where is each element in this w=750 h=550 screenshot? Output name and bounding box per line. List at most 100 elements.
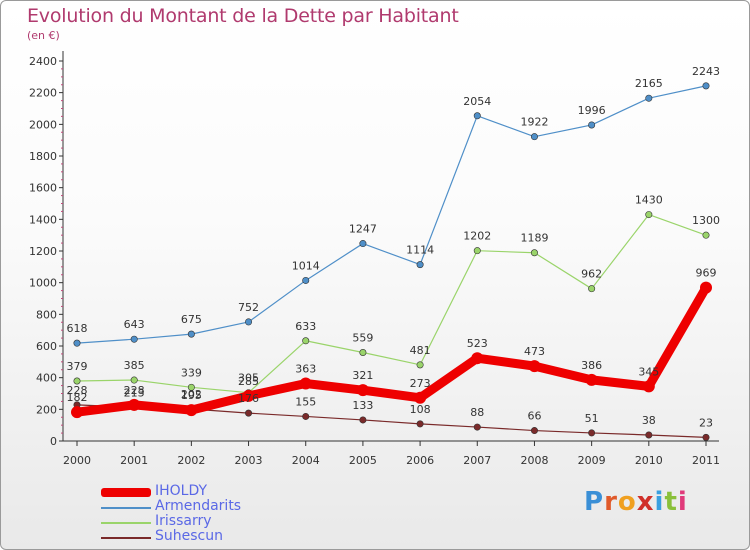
x-tick-label: 2002 [177,454,205,467]
data-point [71,406,83,419]
data-point [185,404,198,417]
legend-swatch [101,488,151,497]
data-label: 108 [410,403,431,416]
data-point [473,423,481,431]
x-tick-label: 2011 [692,454,720,467]
brand-letter: t [664,487,678,517]
data-label: 618 [67,322,88,335]
data-label: 633 [295,320,316,333]
data-label: 38 [642,414,656,427]
brand-letter: o [617,487,637,517]
x-tick-label: 2001 [120,454,148,467]
data-label: 2165 [635,77,663,90]
data-point [645,211,653,219]
legend-swatch [101,537,151,539]
data-label: 1189 [520,232,548,245]
data-label: 2243 [692,65,720,78]
data-label: 339 [181,366,202,379]
data-label: 345 [638,365,659,378]
data-label: 228 [124,384,145,397]
data-label: 752 [238,301,259,314]
data-label: 155 [295,395,316,408]
data-point [302,337,310,345]
data-label: 386 [581,359,602,372]
data-label: 1300 [692,214,720,227]
data-label: 473 [524,345,545,358]
data-point [416,361,424,369]
data-label: 1430 [635,194,663,207]
y-tick-label: 1400 [29,213,57,226]
data-point [700,281,712,294]
data-point [302,412,310,420]
data-label: 2054 [463,95,491,108]
data-point [645,431,653,439]
data-label: 559 [352,331,373,344]
data-point [245,409,253,417]
data-point [416,420,424,428]
data-label: 88 [470,406,484,419]
x-tick-label: 2007 [463,454,491,467]
data-point [73,339,81,347]
legend-label: IHOLDY [155,483,208,499]
data-label: 285 [238,375,259,388]
data-point [359,416,367,424]
data-label: 523 [467,337,488,350]
x-tick-label: 2004 [292,454,320,467]
data-point [128,398,141,411]
data-label: 195 [181,389,202,402]
data-point [588,121,596,129]
data-point [414,391,427,404]
data-label: 305 [238,372,259,385]
x-tick-label: 2006 [406,454,434,467]
x-tick-label: 2008 [520,454,548,467]
y-tick-label: 1000 [29,277,57,290]
data-label: 1014 [292,259,320,272]
data-point [359,348,367,356]
data-point [642,380,655,393]
data-point [187,383,195,391]
data-point [302,276,310,284]
y-tick-label: 1200 [29,245,57,258]
data-point [416,261,424,269]
data-label: 23 [699,416,713,429]
legend-label: Armendarits [155,498,242,514]
proxiti-logo: Proxiti [584,487,688,517]
brand-letter: P [584,487,605,517]
data-point [585,373,598,386]
y-tick-label: 1800 [29,150,57,163]
data-label: 962 [581,268,602,281]
data-label: 202 [181,388,202,401]
y-tick-label: 1600 [29,182,57,195]
data-point [73,377,81,385]
y-tick-label: 0 [50,435,57,448]
data-point [187,330,195,338]
data-label: 675 [181,313,202,326]
data-label: 66 [527,410,541,423]
data-point [473,112,481,120]
data-point [588,285,596,293]
data-point [702,82,710,90]
x-tick-label: 2000 [63,454,91,467]
data-point [588,429,596,437]
data-label: 1247 [349,223,377,236]
data-label: 969 [696,267,717,280]
data-label: 51 [585,412,599,425]
data-point [130,335,138,343]
data-point [299,377,312,390]
data-point [530,427,538,435]
brand-letter: x [636,487,655,517]
x-tick-label: 2003 [235,454,263,467]
data-label: 228 [67,384,88,397]
data-label: 273 [410,377,431,390]
data-label: 321 [352,369,373,382]
series-line-iholdy [72,283,711,417]
legend-label: Suhescun [155,528,223,544]
data-label: 176 [238,392,259,405]
brand-letter: r [604,487,618,517]
data-point [528,360,541,373]
data-point [356,384,369,397]
y-tick-label: 600 [36,340,57,353]
legend-swatch [101,522,151,524]
data-point [473,247,481,255]
